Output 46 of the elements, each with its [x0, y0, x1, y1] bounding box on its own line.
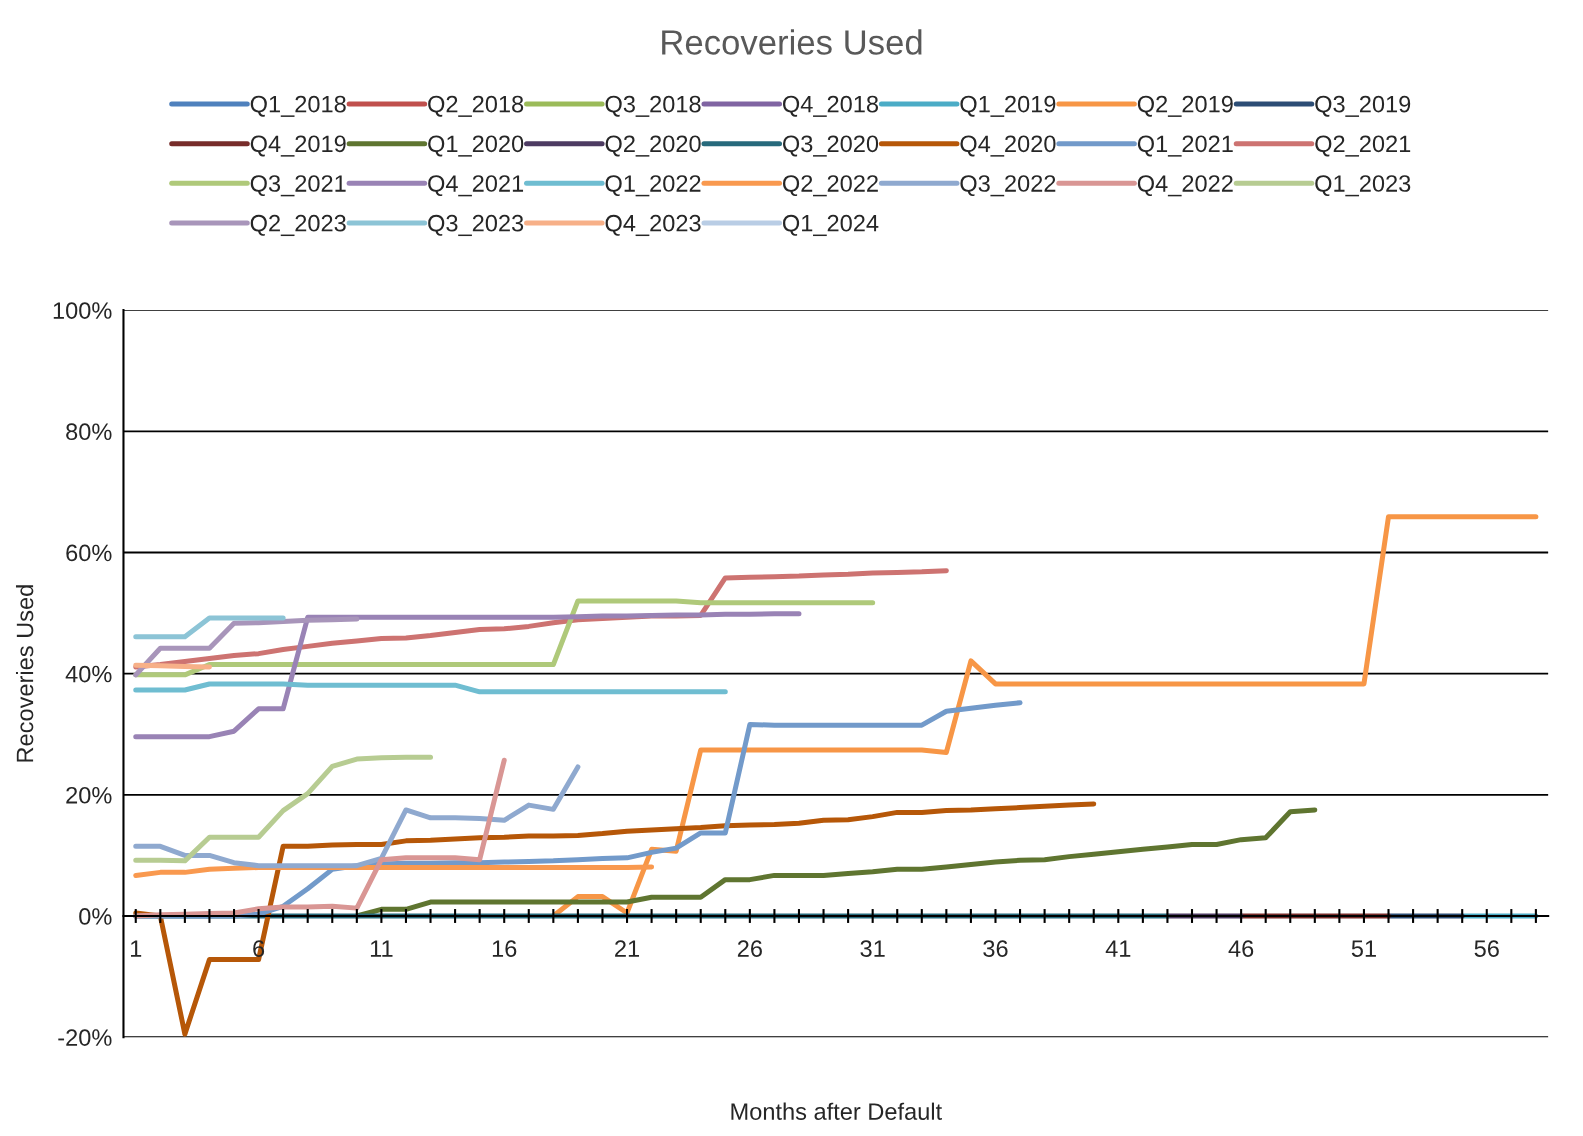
- legend-label: Q3_2020: [783, 135, 879, 157]
- legend-label: Q1_2020: [428, 135, 524, 157]
- x-tick-label: 16: [492, 940, 517, 957]
- legend-label: Q2_2022: [783, 175, 878, 197]
- legend-label: Q2_2021: [1315, 135, 1411, 157]
- legend-label: Q1_2024: [783, 214, 879, 237]
- x-tick-label: 31: [860, 940, 885, 957]
- y-tick-label: 60%: [66, 544, 112, 562]
- legend-label: Q4_2020: [960, 135, 1056, 157]
- legend-label: Q3_2018: [605, 95, 701, 117]
- y-tick-label: 100%: [53, 302, 112, 319]
- y-tick-label: -20%: [58, 1029, 112, 1046]
- x-tick-label: 1: [130, 940, 142, 957]
- y-tick-label: 0%: [79, 908, 112, 925]
- x-tick-label: 41: [1105, 940, 1131, 957]
- y-tick-label: 20%: [66, 786, 112, 804]
- legend-label: Q1_2021: [1137, 135, 1233, 157]
- legend-label: Q3_2023: [428, 214, 524, 237]
- legend-label: Q2_2019: [1137, 95, 1233, 117]
- y-axis-title: Recoveries Used: [15, 585, 34, 762]
- legend-label: Q1_2023: [1315, 175, 1411, 197]
- x-axis-title: Months after Default: [731, 1102, 942, 1120]
- y-tick-label: 40%: [65, 665, 112, 683]
- legend-label: Q3_2021: [250, 175, 346, 197]
- legend-label: Q3_2022: [960, 175, 1056, 197]
- x-tick-label: 46: [1228, 940, 1254, 957]
- x-tick-label: 51: [1351, 940, 1376, 957]
- legend-label: Q2_2020: [605, 135, 701, 157]
- legend-label: Q1_2022: [605, 175, 701, 197]
- x-tick-label: 11: [370, 940, 393, 957]
- legend-label: Q1_2019: [960, 95, 1056, 117]
- y-tick-label: 80%: [66, 423, 112, 441]
- legend-label: Q4_2018: [783, 95, 879, 117]
- x-tick-label: 56: [1474, 940, 1499, 957]
- legend-label: Q2_2023: [250, 214, 346, 237]
- legend-label: Q2_2018: [428, 95, 524, 117]
- legend-label: Q4_2021: [428, 175, 524, 197]
- legend-label: Q1_2018: [250, 95, 346, 117]
- x-tick-label: 36: [983, 940, 1008, 957]
- x-tick-label: 21: [615, 940, 640, 957]
- legend-label: Q4_2023: [605, 214, 701, 237]
- chart-title: Recoveries Used: [662, 29, 922, 55]
- legend-label: Q4_2019: [250, 135, 346, 157]
- x-tick-label: 26: [737, 940, 762, 957]
- legend-label: Q3_2019: [1315, 95, 1411, 117]
- legend-label: Q4_2022: [1137, 175, 1233, 197]
